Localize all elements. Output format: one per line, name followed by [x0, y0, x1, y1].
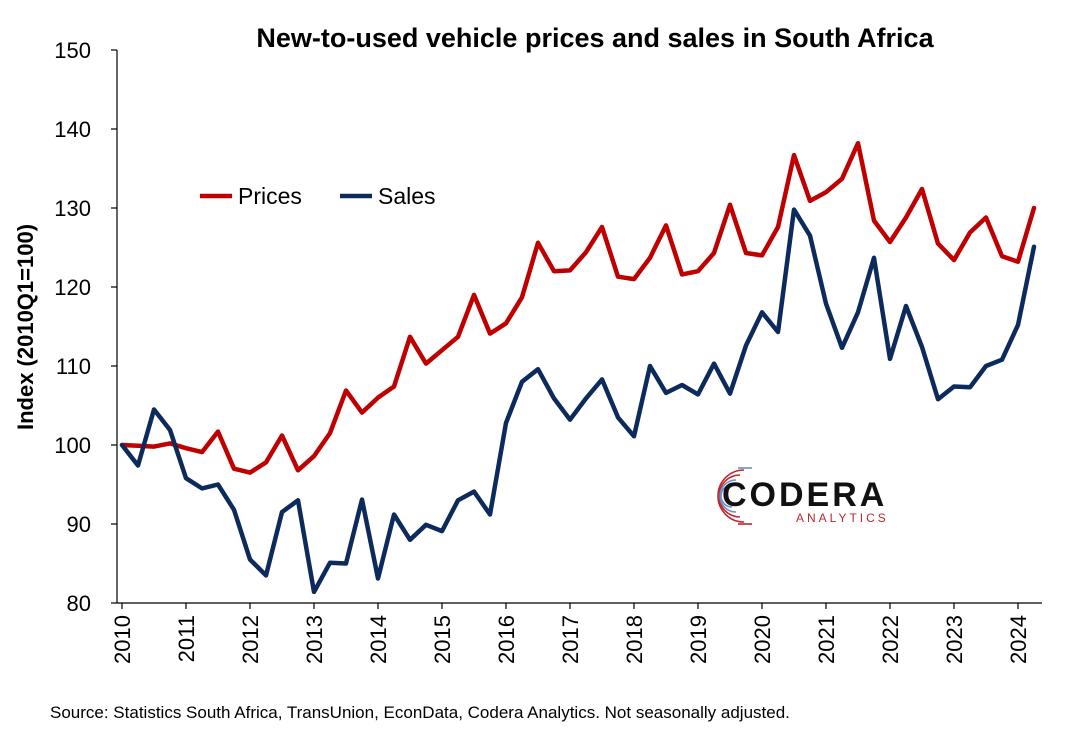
y-axis: 80 90 100 110 120 130 140 150 — [54, 38, 118, 616]
y-tick-label: 110 — [56, 354, 91, 379]
x-tick-label: 2020 — [750, 615, 775, 664]
series-lines — [119, 140, 1037, 595]
y-tick-label: 140 — [54, 117, 91, 142]
legend-label-sales: Sales — [378, 183, 436, 209]
legend: Prices Sales — [200, 183, 436, 209]
y-axis-label: Index (2010Q1=100) — [13, 224, 38, 430]
legend-label-prices: Prices — [238, 183, 302, 209]
x-tick-label: 2017 — [558, 615, 583, 664]
y-tick-label: 120 — [54, 275, 91, 300]
x-tick-label: 2021 — [814, 615, 839, 664]
series-line-sales — [119, 207, 1037, 595]
x-tick-label: 2023 — [942, 615, 967, 664]
logo-wordmark: CODERA — [722, 476, 887, 514]
x-tick-label: 2018 — [622, 615, 647, 664]
x-tick-label: 2013 — [302, 615, 327, 664]
x-tick-label: 2022 — [878, 615, 903, 664]
x-tick-label: 2012 — [238, 615, 263, 664]
series-line-prices — [119, 140, 1037, 475]
x-tick-label: 2011 — [174, 615, 199, 662]
x-tick-label: 2016 — [494, 615, 519, 664]
x-tick-label: 2014 — [366, 615, 391, 664]
y-tick-label: 80 — [67, 591, 91, 616]
source-note: Source: Statistics South Africa, TransUn… — [50, 703, 790, 722]
y-tick-label: 100 — [54, 433, 91, 458]
x-tick-label: 2024 — [1006, 615, 1031, 664]
chart-title: New-to-used vehicle prices and sales in … — [256, 23, 934, 53]
x-tick-label: 2019 — [686, 615, 711, 664]
codera-logo: CODERA ANALYTICS — [717, 467, 889, 525]
y-tick-label: 130 — [54, 196, 91, 221]
y-tick-label: 90 — [67, 512, 91, 537]
x-axis: 2010 2011 2012 2013 2014 2015 2016 2017 2018 2019… — [110, 602, 1042, 664]
logo-mark-icon — [717, 467, 752, 525]
x-tick-label: 2010 — [110, 615, 135, 664]
logo-subtitle: ANALYTICS — [796, 511, 889, 525]
x-tick-label: 2015 — [430, 615, 455, 664]
y-tick-label: 150 — [54, 38, 91, 63]
